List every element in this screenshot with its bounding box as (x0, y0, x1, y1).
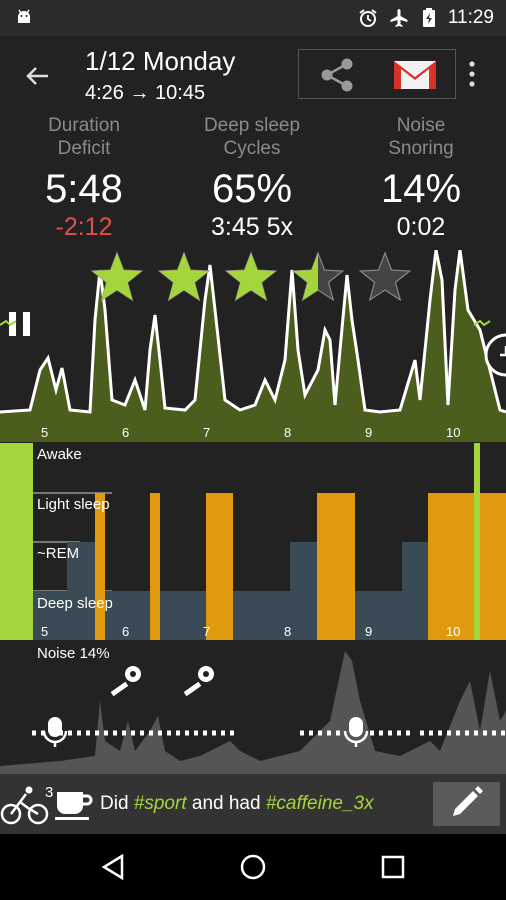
nav-recents-icon (381, 855, 405, 879)
page-title: 1/12 Monday (85, 46, 236, 76)
star-fill (92, 253, 142, 300)
microphone-icon[interactable] (42, 717, 68, 747)
back-button[interactable] (18, 56, 58, 96)
snooze-mark (473, 319, 491, 327)
share-button[interactable] (317, 58, 357, 92)
share-box (298, 49, 456, 99)
hour-tick-label: 8 (284, 624, 291, 639)
pencil-icon (453, 786, 483, 816)
stat-snoring-value: 0:02 (396, 213, 446, 241)
alarm-icon (359, 9, 377, 27)
alarm-marker-icon (484, 333, 506, 377)
gmail-icon (394, 61, 436, 89)
movement-chart: 5 6 7 8 9 10 (0, 250, 506, 442)
system-nav-bar (0, 834, 506, 900)
snooze-mark (0, 319, 17, 327)
stat-duration-label: Duration (48, 115, 120, 136)
tag-text: Did #sport and had #caffeine_3x (100, 793, 374, 815)
overflow-menu-button[interactable] (464, 58, 480, 90)
edit-tags-button[interactable] (433, 782, 500, 826)
noise-plot (0, 641, 506, 774)
stat-cycles-label: Cycles (223, 138, 281, 159)
lane-label-deep: Deep sleep (37, 595, 113, 612)
hour-tick-label: 10 (446, 624, 460, 639)
nav-recents-button[interactable] (378, 852, 408, 882)
hour-axis: 5 6 7 8 9 10 (41, 425, 460, 440)
stat-cycles-value: 3:45 5x (210, 213, 293, 241)
hour-tick-label: 7 (203, 624, 210, 639)
stat-duration-value: 5:48 (45, 167, 123, 211)
hour-tick-label: 9 (365, 425, 372, 440)
stat-snoring-label: Snoring (388, 138, 454, 159)
sleep-stats: Duration Deficit 5:48 -2:12 Deep sleep C… (0, 114, 506, 254)
star-fill (226, 253, 276, 300)
more-vert-icon (469, 61, 475, 87)
android-icon (18, 9, 30, 23)
nav-back-icon (101, 853, 124, 881)
noise-label: Noise 14% (37, 645, 110, 662)
star-fill (159, 253, 209, 300)
awake-bar (0, 443, 33, 640)
hour-tick-label: 6 (122, 624, 129, 639)
stat-deep-sleep-label: Deep sleep (203, 115, 301, 136)
hour-tick-label: 9 (365, 624, 372, 639)
hypnogram: 5 6 7 8 9 10 Awake Light sleep ~REM Deep slee… (0, 443, 506, 640)
nav-home-button[interactable] (238, 852, 268, 882)
lane-label-rem: ~REM (37, 545, 80, 562)
hypnogram-plot: 5 6 7 8 9 10 (0, 443, 506, 640)
microphone-icon[interactable] (343, 717, 369, 747)
stat-noise: Noise Snoring 14% 0:02 (337, 114, 505, 242)
coffee-cup-icon (55, 792, 93, 820)
hour-tick-label: 10 (446, 425, 460, 440)
battery-charging-icon (423, 8, 435, 27)
stat-deep-sleep: Deep sleep Cycles 65% 3:45 5x (168, 114, 336, 242)
hour-axis: 5 6 7 8 9 10 (41, 624, 460, 639)
status-time: 11:29 (447, 7, 494, 28)
airplane-icon (390, 9, 408, 27)
stat-noise-value: 14% (380, 167, 462, 211)
rating-stars[interactable] (90, 251, 412, 302)
app-header: 1/12 Monday 4:26 → 10:45 (0, 36, 506, 114)
stat-noise-label: Noise (396, 115, 446, 136)
hour-tick-label: 7 (203, 425, 210, 440)
stat-duration: Duration Deficit 5:48 -2:12 (0, 114, 168, 242)
sleep-time-range: 4:26 → 10:45 (85, 82, 206, 104)
tag-text-and: and had (191, 793, 261, 814)
sport-count: 3 (45, 784, 54, 801)
nav-back-button[interactable] (98, 852, 128, 882)
tag-text-did: Did (100, 793, 129, 814)
hour-tick-label: 5 (41, 425, 48, 440)
star-icon[interactable] (358, 251, 412, 302)
arrow-back-icon (26, 67, 48, 85)
star-fill (293, 253, 318, 300)
hour-tick-label: 5 (41, 624, 48, 639)
stat-deep-sleep-value: 65% (211, 167, 293, 211)
hour-tick-label: 8 (284, 425, 291, 440)
movement-line (0, 250, 506, 414)
status-bar: 11:29 (0, 0, 506, 36)
gmail-button[interactable] (393, 60, 437, 90)
snoring-icon[interactable] (110, 666, 141, 697)
tag-sport: #sport (133, 793, 187, 814)
hour-tick-label: 6 (122, 425, 129, 440)
wake-marker (474, 443, 480, 640)
snoring-icon[interactable] (183, 666, 214, 697)
stat-deficit-value: -2:12 (55, 213, 113, 241)
noise-chart: Noise 14% (0, 641, 506, 774)
nav-home-icon (240, 854, 266, 880)
stat-deficit-label: Deficit (57, 138, 111, 159)
light-sleep-blocks (95, 493, 506, 640)
tag-caffeine: #caffeine_3x (265, 793, 374, 814)
lane-label-awake: Awake (37, 446, 82, 463)
noise-area (0, 651, 506, 774)
lane-label-light: Light sleep (37, 496, 110, 513)
bicycle-icon (0, 786, 49, 825)
movement-area (0, 250, 506, 442)
tag-bar[interactable]: 3 Did #sport and had #caffeine_3x (0, 774, 506, 834)
share-icon (321, 58, 353, 92)
